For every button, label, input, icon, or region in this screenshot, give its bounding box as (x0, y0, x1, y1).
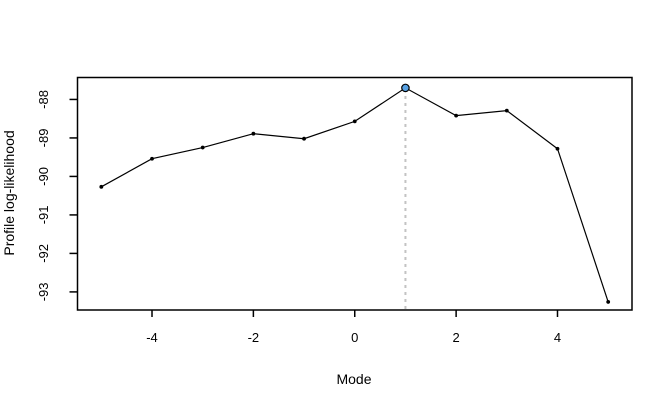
highlight-point (401, 83, 410, 93)
x-tick-label: 2 (453, 330, 460, 345)
y-tick-label: -91 (36, 206, 51, 225)
data-point (251, 131, 256, 136)
x-tick-label: -2 (248, 330, 260, 345)
y-tick-label: -93 (36, 283, 51, 302)
x-axis-title: Mode (336, 371, 371, 387)
data-point (352, 119, 357, 124)
x-tick-label: 4 (554, 330, 561, 345)
plot-area: -4 -2 0 2 4 -88 -89 -90 -91 -92 -93 (36, 76, 633, 345)
data-point (606, 300, 611, 304)
data-point (200, 145, 205, 150)
data-point (454, 113, 459, 118)
y-axis-title: Profile log-likelihood (1, 130, 17, 255)
y-tick-label: -89 (36, 129, 51, 148)
y-tick-label: -92 (36, 244, 51, 263)
y-tick-label: -90 (36, 167, 51, 186)
data-point (99, 184, 104, 189)
data-point (150, 156, 154, 161)
data-point (555, 146, 560, 151)
plot-box (76, 76, 633, 311)
data-point (504, 108, 509, 113)
x-tick-label: 0 (351, 330, 358, 345)
data-point (302, 136, 306, 141)
x-tick-label: -4 (146, 330, 158, 345)
y-tick-label: -88 (36, 90, 51, 109)
